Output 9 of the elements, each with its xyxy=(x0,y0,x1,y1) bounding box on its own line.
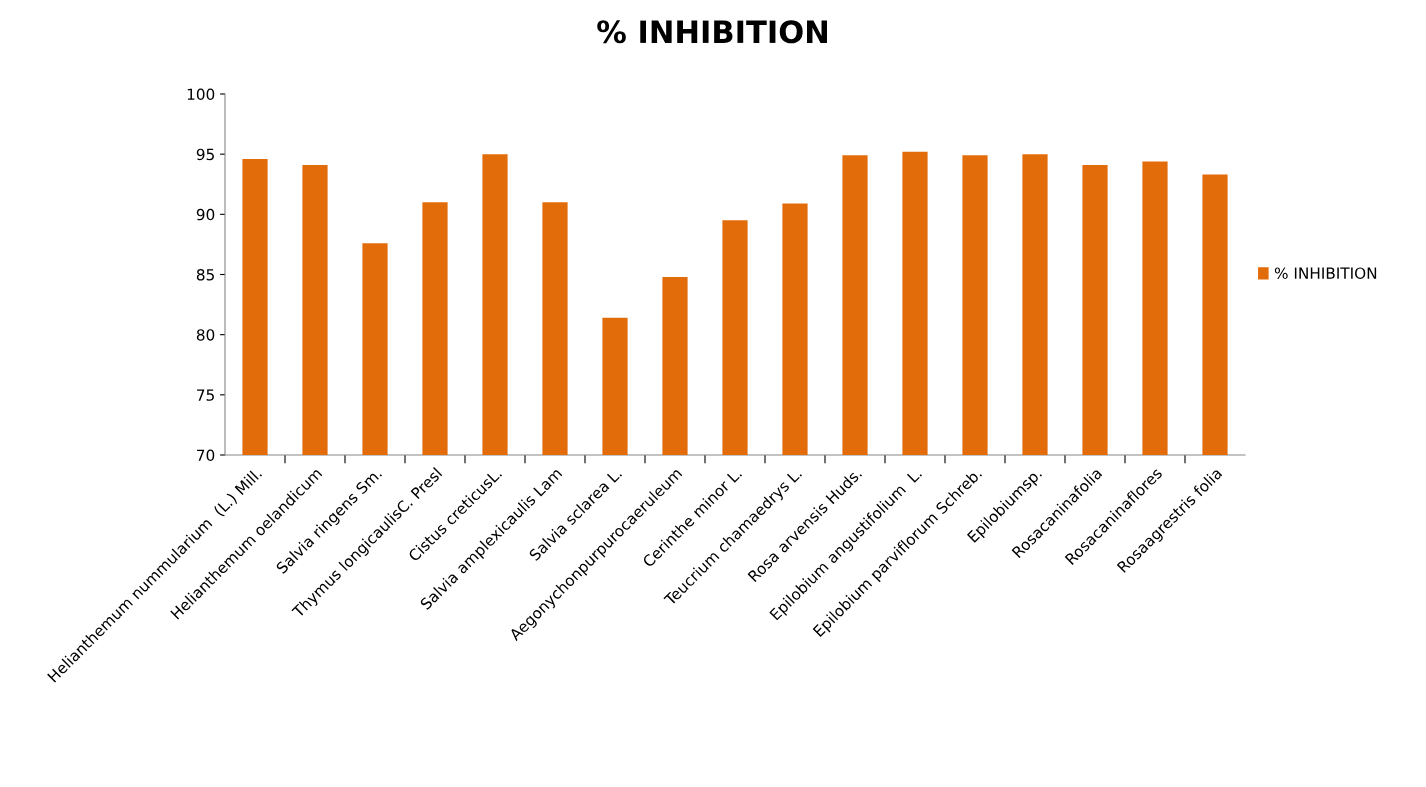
y-tick-label: 95 xyxy=(196,148,214,161)
y-tick-label: 80 xyxy=(196,329,215,341)
chart-title: % INHIBITION xyxy=(597,20,827,44)
y-tick-label: 100 xyxy=(187,88,215,101)
y-tick-label: 90 xyxy=(196,208,215,221)
y-tick-label: 70 xyxy=(197,449,215,462)
y-tick-label: 75 xyxy=(197,389,214,401)
y-tick-label: 85 xyxy=(196,268,214,281)
legend-label: % INHIBITION xyxy=(1274,267,1377,279)
